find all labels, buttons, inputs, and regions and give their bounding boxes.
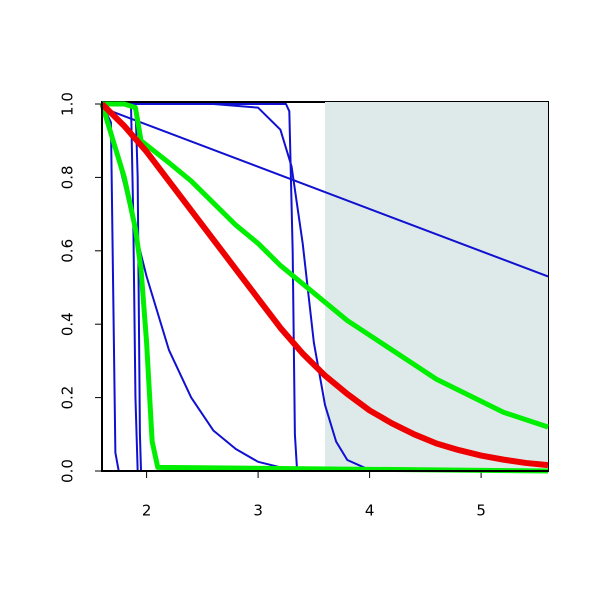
x-tick-label: 4 xyxy=(365,502,375,520)
series-line xyxy=(101,106,549,278)
x-tick-label: 5 xyxy=(476,502,486,520)
y-tick-label: 0.2 xyxy=(59,386,77,410)
series-line xyxy=(99,103,549,474)
series-line xyxy=(99,101,549,469)
y-tick-label: 0.0 xyxy=(59,459,77,483)
y-tick-label: 0.8 xyxy=(59,165,77,189)
y-tick-label: 1.0 xyxy=(59,92,77,116)
series-line xyxy=(102,103,549,472)
shaded-region xyxy=(325,102,548,471)
x-tick-label: 2 xyxy=(142,502,152,520)
series-line xyxy=(102,101,549,430)
y-tick-label: 0.4 xyxy=(59,312,77,336)
x-tick-label: 3 xyxy=(253,502,263,520)
y-tick-label: 0.6 xyxy=(59,239,77,263)
